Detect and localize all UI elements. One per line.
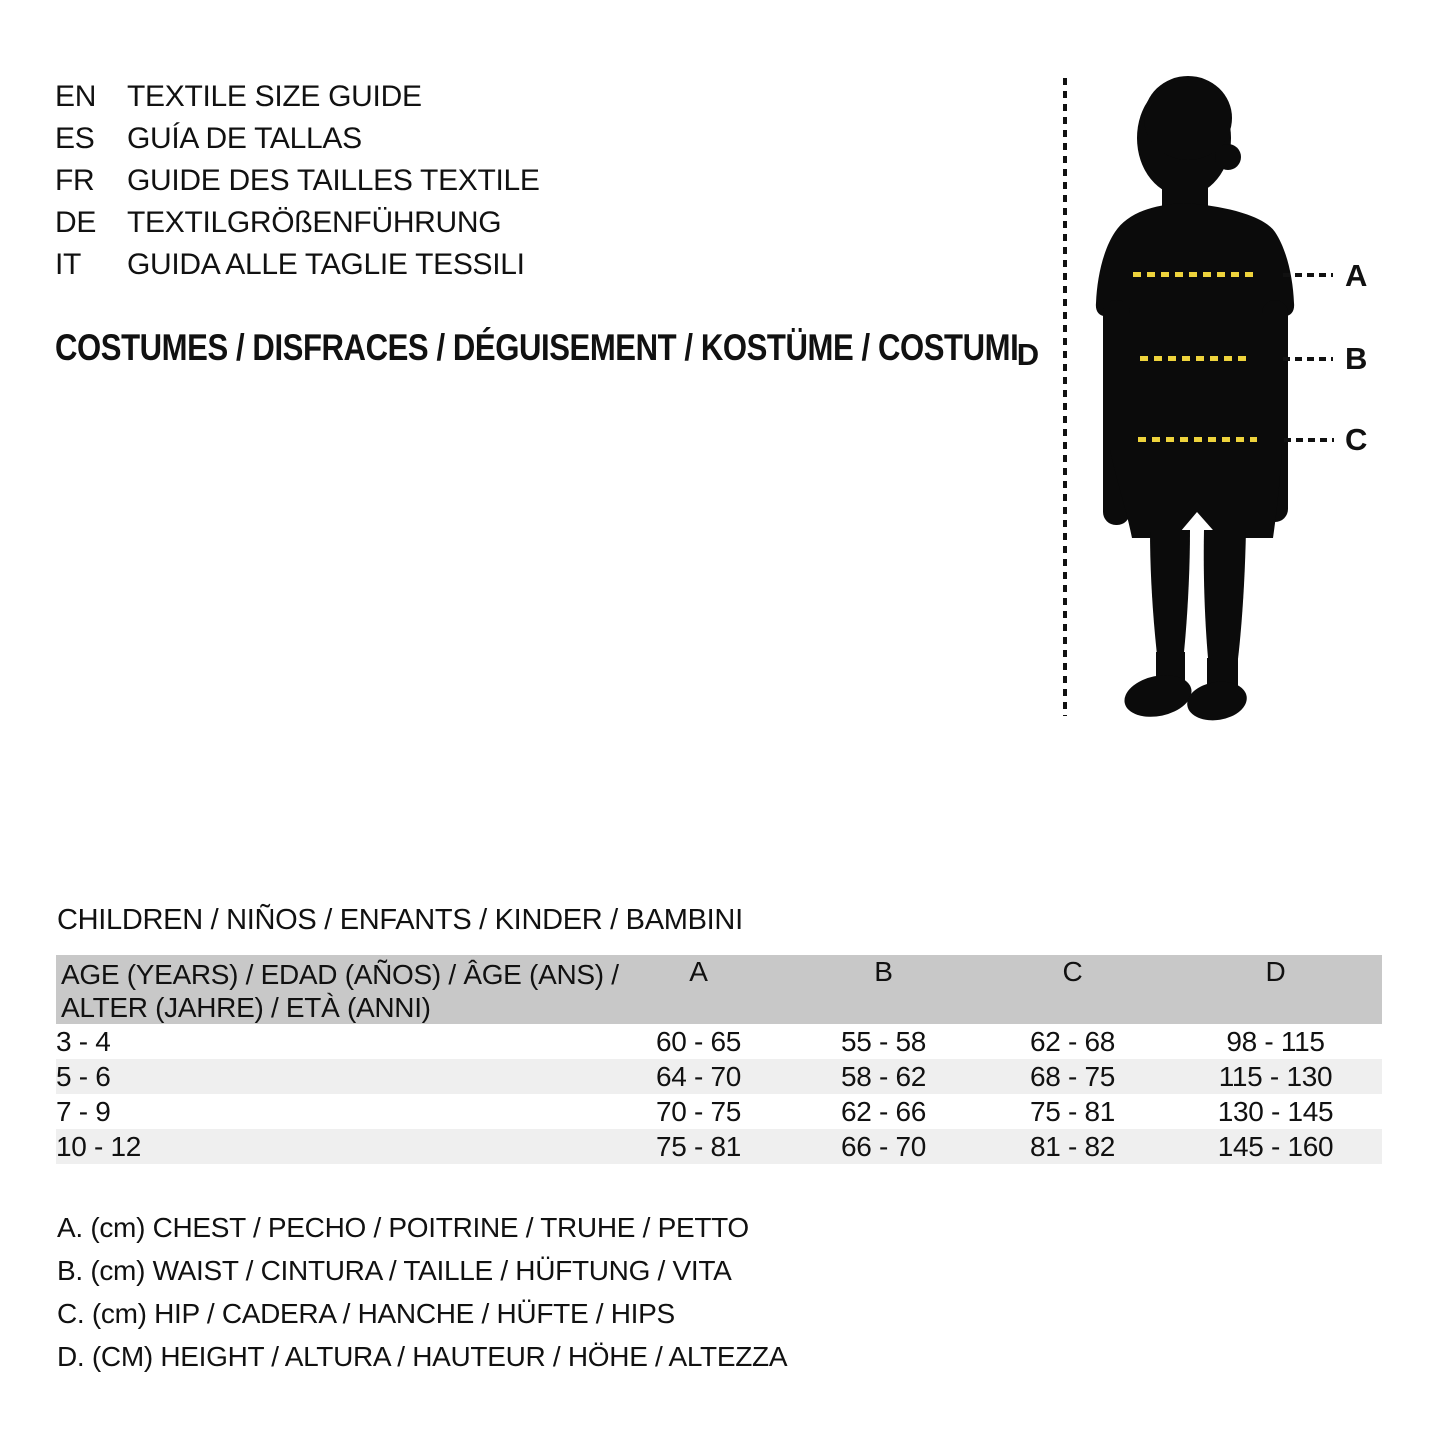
language-row-de: DE TEXTILGRÖßENFÜHRUNG [55,202,540,244]
age-column-header: AGE (YEARS) / EDAD (AÑOS) / ÂGE (ANS) / … [56,955,619,1024]
waist-cell: 62 - 66 [840,1096,927,1127]
chest-cell: 70 - 75 [655,1096,742,1127]
height-cell: 130 - 145 [1217,1096,1334,1127]
hip-cell: 62 - 68 [1029,1026,1116,1057]
hip-cell: 81 - 82 [1029,1131,1116,1162]
language-code: IT [55,248,82,281]
height-cell: 145 - 160 [1217,1131,1334,1162]
measurement-figure: A B C D [1000,60,1445,760]
language-row-en: EN TEXTILE SIZE GUIDE [55,76,540,118]
legend-hip: C. (cm) HIP / CADERA / HANCHE / HÜFTE / … [57,1298,675,1329]
age-cell: 7 - 9 [56,1096,111,1127]
language-title: TEXTILGRÖßENFÜHRUNG [127,206,502,239]
hip-measure-dash-c [1138,437,1257,442]
column-header-b: B [791,955,976,1024]
table-header-row: AGE (YEARS) / EDAD (AÑOS) / ÂGE (ANS) / … [56,955,1382,1024]
section-title-children: CHILDREN / NIÑOS / ENFANTS / KINDER / BA… [57,904,743,936]
chest-cell: 60 - 65 [655,1026,742,1057]
language-code: DE [55,206,97,239]
language-title-list: EN TEXTILE SIZE GUIDE ES GUÍA DE TALLAS … [55,76,540,286]
table-row: 5 - 6 64 - 70 58 - 62 68 - 75 115 - 130 [56,1059,1382,1094]
column-header-d: D [1169,955,1382,1024]
language-title: GUÍA DE TALLAS [127,122,362,155]
height-dotted-line-d [1063,78,1067,716]
language-title: GUIDA ALLE TAGLIE TESSILI [127,248,525,281]
figure-label-b: B [1345,341,1368,376]
table-row: 10 - 12 75 - 81 66 - 70 81 - 82 145 - 16… [56,1129,1382,1164]
table-row: 3 - 4 60 - 65 55 - 58 62 - 68 98 - 115 [56,1024,1382,1059]
age-header-line1: AGE (YEARS) / EDAD (AÑOS) / ÂGE (ANS) / [61,959,619,990]
height-cell: 98 - 115 [1226,1026,1325,1057]
waist-cell: 58 - 62 [840,1061,927,1092]
hip-cell: 68 - 75 [1029,1061,1116,1092]
age-cell: 3 - 4 [56,1026,111,1057]
hip-cell: 75 - 81 [1029,1096,1116,1127]
chest-cell: 75 - 81 [655,1131,742,1162]
age-header-line2: ALTER (JAHRE) / ETÀ (ANNI) [61,992,431,1023]
language-title: GUIDE DES TAILLES TEXTILE [127,164,540,197]
language-code: FR [55,164,95,197]
language-code: ES [55,122,95,155]
age-cell: 10 - 12 [56,1131,142,1162]
language-row-it: IT GUIDA ALLE TAGLIE TESSILI [55,244,540,286]
table-row: 7 - 9 70 - 75 62 - 66 75 - 81 130 - 145 [56,1094,1382,1129]
legend-waist: B. (cm) WAIST / CINTURA / TAILLE / HÜFTU… [57,1255,732,1286]
waist-measure-dash-b [1140,356,1250,361]
child-silhouette [1095,76,1295,721]
language-row-es: ES GUÍA DE TALLAS [55,118,540,160]
column-header-a: A [606,955,791,1024]
waist-cell: 55 - 58 [840,1026,927,1057]
category-heading: COSTUMES / DISFRACES / DÉGUISEMENT / KOS… [55,327,1019,368]
language-code: EN [55,80,97,113]
leader-dots-b [1283,357,1333,361]
leader-dots-a [1283,273,1333,277]
legend-chest: A. (cm) CHEST / PECHO / POITRINE / TRUHE… [57,1212,749,1243]
legend-height: D. (CM) HEIGHT / ALTURA / HAUTEUR / HÖHE… [57,1341,788,1372]
height-cell: 115 - 130 [1218,1061,1333,1092]
figure-label-d: D [1016,337,1040,372]
figure-label-c: C [1345,422,1368,457]
measurement-legend: A. (cm) CHEST / PECHO / POITRINE / TRUHE… [57,1206,788,1378]
language-row-fr: FR GUIDE DES TAILLES TEXTILE [55,160,540,202]
figure-label-a: A [1345,258,1368,293]
language-title: TEXTILE SIZE GUIDE [127,80,422,113]
leader-dots-c [1284,438,1334,442]
chest-cell: 64 - 70 [655,1061,742,1092]
column-header-c: C [976,955,1169,1024]
children-size-table: AGE (YEARS) / EDAD (AÑOS) / ÂGE (ANS) / … [56,955,1382,1164]
chest-measure-dash-a [1133,272,1254,277]
age-cell: 5 - 6 [56,1061,111,1092]
waist-cell: 66 - 70 [840,1131,927,1162]
